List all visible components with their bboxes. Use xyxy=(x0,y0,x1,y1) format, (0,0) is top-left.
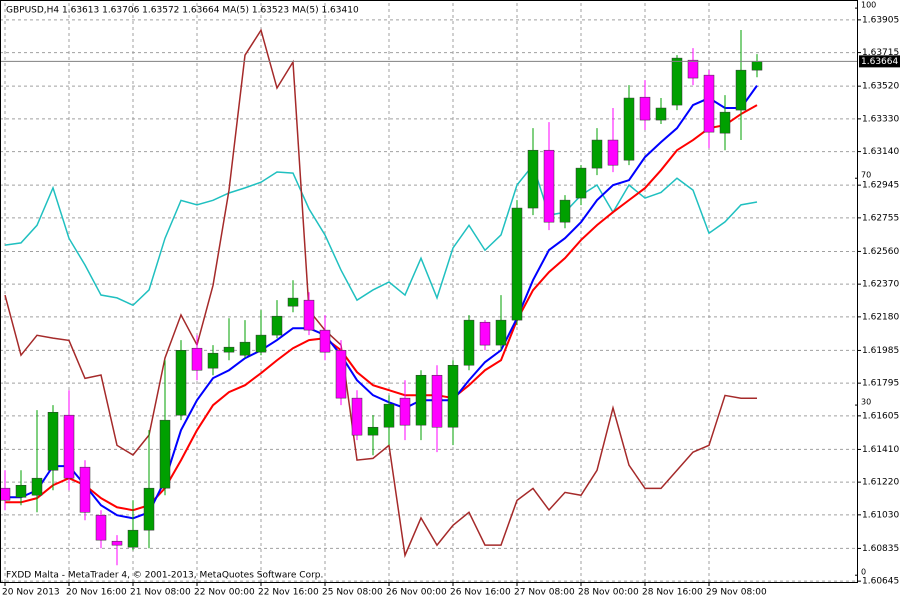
x-tick-label: 22 Nov 00:00 xyxy=(194,588,255,598)
y2-tick-label: 100 xyxy=(861,1,876,10)
price-label-box xyxy=(859,55,900,68)
x-tick-label: 27 Nov 08:00 xyxy=(514,588,575,598)
candle-body xyxy=(79,466,91,513)
indicator-line xyxy=(4,163,758,307)
candle-body xyxy=(255,334,267,353)
marks-layer xyxy=(0,28,858,566)
candle-body xyxy=(111,540,123,546)
grid-layer xyxy=(0,3,858,582)
candle-body xyxy=(63,414,75,479)
y-tick-label: 1.63330 xyxy=(862,114,899,124)
y-tick-label: 1.61220 xyxy=(862,478,899,488)
indicator-line xyxy=(5,85,758,520)
x-tick-label: 21 Nov 08:00 xyxy=(130,588,191,598)
y2-tick-label: 30 xyxy=(861,398,871,407)
x-tick-label: 20 Nov 2013 xyxy=(2,588,60,598)
candle-body xyxy=(463,319,475,366)
x-tick-label: 26 Nov 16:00 xyxy=(450,588,511,598)
y-tick-label: 1.61030 xyxy=(862,510,899,520)
y-tick-label: 1.61605 xyxy=(862,411,899,421)
candle-body xyxy=(511,207,523,321)
x-tick-label: 29 Nov 08:00 xyxy=(706,588,767,598)
y2-tick-label: 0 xyxy=(861,568,866,577)
candle-body xyxy=(383,403,395,428)
candle-body xyxy=(639,96,651,121)
candle-body xyxy=(447,364,459,428)
y-tick-label: 1.62945 xyxy=(862,181,899,191)
chart-title: GBPUSD,H4 1.63613 1.63706 1.63572 1.6366… xyxy=(6,6,359,16)
candle-body xyxy=(719,111,731,134)
y-tick-label: 1.62560 xyxy=(862,247,899,257)
candle-body xyxy=(287,297,299,307)
candle-body xyxy=(495,319,507,346)
candle-body xyxy=(671,57,683,106)
candle-body xyxy=(623,97,635,161)
candle-body xyxy=(31,477,43,496)
candle-body xyxy=(191,347,203,371)
candle-body xyxy=(479,321,491,346)
candle-body xyxy=(575,167,587,199)
candle-body xyxy=(335,350,347,399)
candle-body xyxy=(367,426,379,436)
candle-body xyxy=(319,329,331,353)
candle-body xyxy=(95,514,107,541)
candle-body xyxy=(703,74,715,133)
candle-body xyxy=(143,487,155,531)
x-tick-label: 28 Nov 00:00 xyxy=(578,588,639,598)
candle-body xyxy=(431,374,443,428)
indicator-line xyxy=(4,28,757,559)
x-tick-label: 28 Nov 16:00 xyxy=(642,588,703,598)
candle-body xyxy=(687,59,699,79)
candle-body xyxy=(751,61,763,71)
y-tick-label: 1.63905 xyxy=(862,15,899,25)
y-tick-label: 1.61795 xyxy=(862,379,899,389)
candle-body xyxy=(399,397,411,426)
candle-body xyxy=(127,529,139,548)
footer: FXDD Malta - MetaTrader 4, © 2001-2013, … xyxy=(6,571,323,581)
candle-body xyxy=(271,315,283,336)
y-tick-label: 1.63715 xyxy=(862,48,899,58)
indicator-line xyxy=(5,104,758,512)
y-tick-label: 1.62755 xyxy=(862,213,899,223)
y-tick-label: 1.63520 xyxy=(862,82,899,92)
x-tick-label: 25 Nov 08:00 xyxy=(322,588,383,598)
plot-frame xyxy=(0,0,858,583)
x-tick-label: 20 Nov 16:00 xyxy=(66,588,127,598)
candle-body xyxy=(303,299,315,331)
y-tick-label: 1.62180 xyxy=(862,312,899,322)
candle-body xyxy=(207,352,219,369)
candle-body xyxy=(223,346,235,353)
y-tick-label: 1.60645 xyxy=(862,577,899,587)
x-tick-label: 26 Nov 00:00 xyxy=(386,588,447,598)
y-tick-label: 1.61410 xyxy=(862,445,899,455)
candle-body xyxy=(655,107,667,121)
candle-body xyxy=(735,69,747,111)
candle-body xyxy=(543,149,555,223)
candle-body xyxy=(0,487,11,501)
y2-tick-label: 70 xyxy=(861,171,871,180)
y-tick-label: 1.61985 xyxy=(862,346,899,356)
y-tick-label: 1.60835 xyxy=(862,544,899,554)
candle-body xyxy=(527,149,539,209)
candle-body xyxy=(351,397,363,436)
candle-body xyxy=(591,139,603,169)
candle-body xyxy=(607,139,619,166)
x-tick-label: 22 Nov 16:00 xyxy=(258,588,319,598)
candle-body xyxy=(175,350,187,416)
candle-body xyxy=(559,199,571,223)
candle-body xyxy=(47,411,59,471)
candle-body xyxy=(239,341,251,356)
y-tick-label: 1.63140 xyxy=(862,147,899,157)
y-tick-label: 1.62370 xyxy=(862,280,899,290)
candle-body xyxy=(15,484,27,498)
candle-body xyxy=(415,374,427,426)
price-label: 1.63664 xyxy=(861,57,898,67)
candle-body xyxy=(159,419,171,489)
